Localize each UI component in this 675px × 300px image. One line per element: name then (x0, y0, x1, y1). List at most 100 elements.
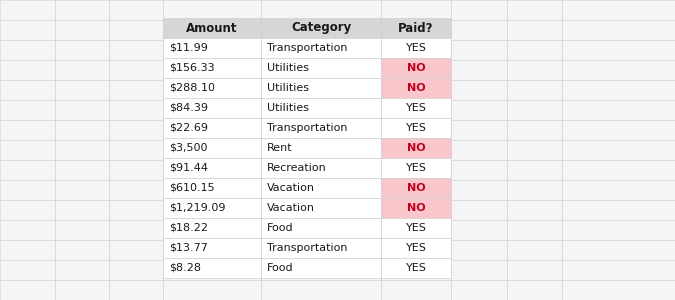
Text: $91.44: $91.44 (169, 163, 208, 173)
Bar (381, 80, 451, 100)
Bar (55, 240, 109, 260)
Bar (0, 80, 55, 100)
Text: $288.10: $288.10 (169, 83, 215, 93)
Bar (109, 160, 163, 180)
Bar (163, 60, 261, 80)
Text: NO: NO (406, 143, 425, 153)
Bar (55, 40, 109, 60)
Bar (507, 120, 562, 140)
Text: YES: YES (406, 243, 427, 253)
Bar (381, 78, 451, 98)
Bar (507, 40, 562, 60)
Bar (562, 200, 675, 220)
Bar (163, 38, 261, 58)
Bar (381, 240, 451, 260)
Bar (163, 18, 261, 38)
Bar (507, 280, 562, 300)
Bar (261, 98, 381, 118)
Text: Amount: Amount (186, 22, 238, 34)
Bar (451, 120, 507, 140)
Bar (0, 220, 55, 240)
Bar (261, 38, 381, 58)
Bar (381, 218, 451, 238)
Bar (163, 98, 261, 118)
Text: YES: YES (406, 43, 427, 53)
Text: $18.22: $18.22 (169, 223, 208, 233)
Bar (261, 120, 381, 140)
Bar (451, 140, 507, 160)
Bar (562, 20, 675, 40)
Bar (55, 60, 109, 80)
Bar (562, 100, 675, 120)
Bar (0, 200, 55, 220)
Bar (163, 0, 261, 20)
Bar (507, 80, 562, 100)
Bar (507, 240, 562, 260)
Bar (261, 140, 381, 160)
Bar (109, 140, 163, 160)
Bar (451, 280, 507, 300)
Bar (0, 60, 55, 80)
Bar (451, 240, 507, 260)
Text: Transportation: Transportation (267, 243, 348, 253)
Bar (55, 200, 109, 220)
Bar (451, 100, 507, 120)
Text: $156.33: $156.33 (169, 63, 215, 73)
Bar (261, 0, 381, 20)
Bar (507, 60, 562, 80)
Bar (451, 40, 507, 60)
Bar (109, 260, 163, 280)
Bar (163, 238, 261, 258)
Bar (261, 258, 381, 278)
Bar (109, 220, 163, 240)
Text: Food: Food (267, 223, 294, 233)
Bar (163, 240, 261, 260)
Text: $11.99: $11.99 (169, 43, 208, 53)
Bar (507, 220, 562, 240)
Bar (0, 180, 55, 200)
Bar (163, 138, 261, 158)
Bar (163, 78, 261, 98)
Bar (163, 180, 261, 200)
Bar (562, 180, 675, 200)
Bar (562, 240, 675, 260)
Bar (562, 60, 675, 80)
Bar (261, 240, 381, 260)
Bar (163, 280, 261, 300)
Text: NO: NO (406, 183, 425, 193)
Bar (163, 20, 261, 40)
Bar (55, 0, 109, 20)
Bar (562, 280, 675, 300)
Text: Utilities: Utilities (267, 63, 309, 73)
Bar (381, 260, 451, 280)
Bar (261, 158, 381, 178)
Text: $22.69: $22.69 (169, 123, 208, 133)
Bar (381, 98, 451, 118)
Bar (451, 160, 507, 180)
Bar (163, 198, 261, 218)
Bar (261, 220, 381, 240)
Bar (261, 20, 381, 40)
Bar (562, 80, 675, 100)
Bar (451, 60, 507, 80)
Bar (451, 0, 507, 20)
Bar (381, 58, 451, 78)
Bar (381, 100, 451, 120)
Bar (507, 20, 562, 40)
Bar (0, 120, 55, 140)
Bar (0, 100, 55, 120)
Bar (109, 280, 163, 300)
Text: Category: Category (291, 22, 351, 34)
Bar (451, 20, 507, 40)
Bar (381, 20, 451, 40)
Bar (562, 140, 675, 160)
Bar (261, 200, 381, 220)
Bar (261, 160, 381, 180)
Text: Food: Food (267, 263, 294, 273)
Bar (381, 158, 451, 178)
Text: Transportation: Transportation (267, 43, 348, 53)
Bar (0, 160, 55, 180)
Bar (381, 18, 451, 38)
Bar (0, 40, 55, 60)
Text: Rent: Rent (267, 143, 293, 153)
